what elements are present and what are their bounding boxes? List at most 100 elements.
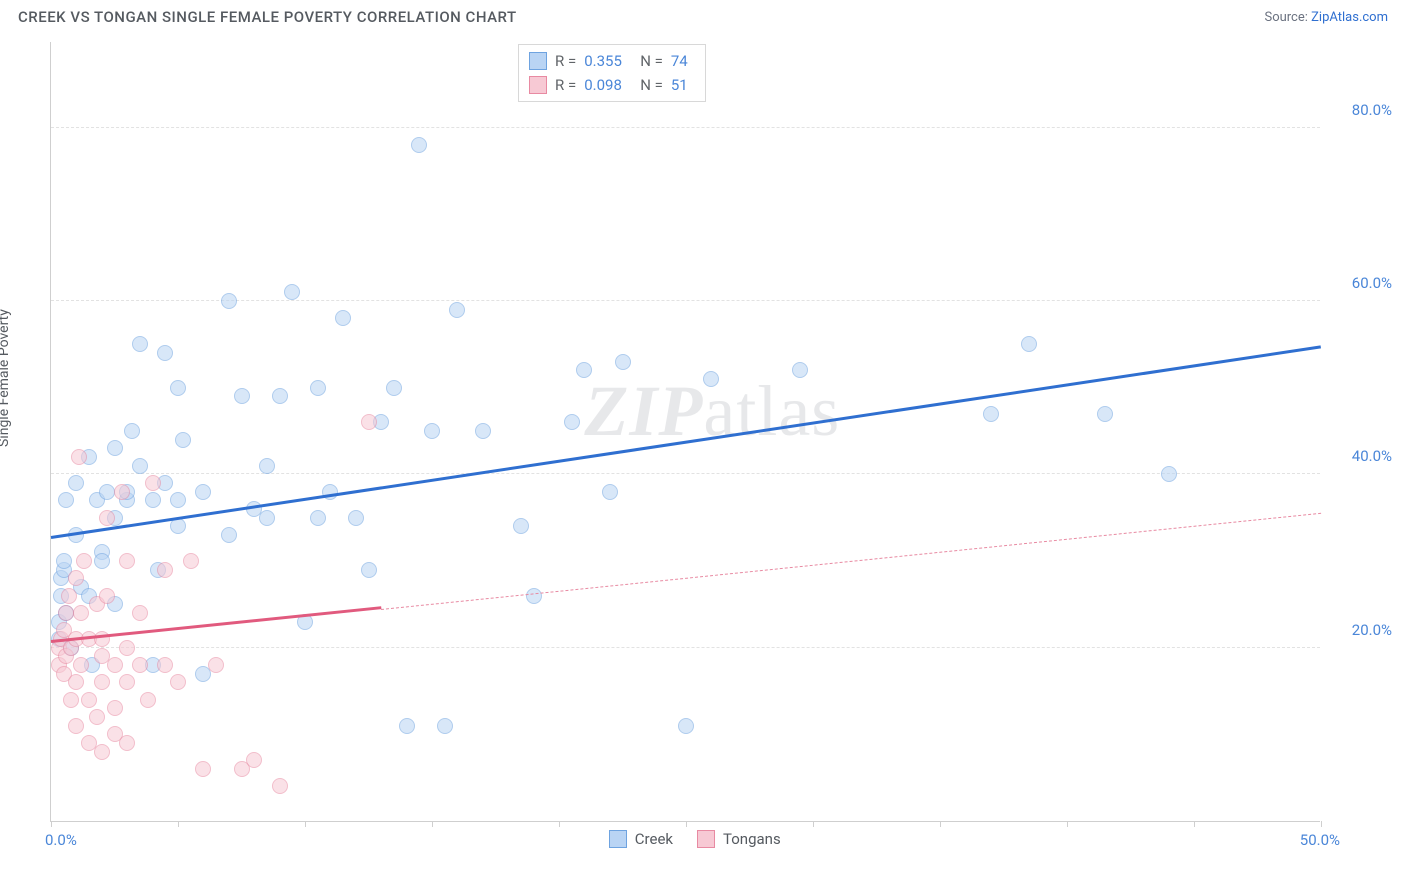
scatter-point — [259, 510, 275, 526]
scatter-point — [89, 709, 105, 725]
trend-line — [51, 607, 382, 644]
chart-area: Single Female Poverty ZIPatlas 20.0%40.0… — [0, 32, 1406, 862]
scatter-point — [68, 718, 84, 734]
legend-swatch-icon — [529, 52, 547, 70]
header: CREEK VS TONGAN SINGLE FEMALE POVERTY CO… — [0, 0, 1406, 32]
scatter-point — [310, 380, 326, 396]
x-tick-mark — [813, 821, 814, 827]
x-tick-mark — [940, 821, 941, 827]
scatter-point — [513, 518, 529, 534]
scatter-point — [386, 380, 402, 396]
legend-n-label: N = — [640, 52, 663, 70]
scatter-point — [272, 778, 288, 794]
scatter-point — [576, 362, 592, 378]
scatter-point — [119, 735, 135, 751]
scatter-point — [792, 362, 808, 378]
scatter-point — [132, 336, 148, 352]
legend-row: R = 0.098 N = 51 — [529, 73, 695, 97]
scatter-point — [195, 761, 211, 777]
x-tick-mark — [1067, 821, 1068, 827]
scatter-point — [175, 432, 191, 448]
scatter-point — [119, 553, 135, 569]
scatter-point — [170, 674, 186, 690]
x-tick-mark — [51, 821, 52, 827]
scatter-point — [99, 588, 115, 604]
chart-title: CREEK VS TONGAN SINGLE FEMALE POVERTY CO… — [18, 8, 517, 26]
source-link[interactable]: ZipAtlas.com — [1311, 10, 1388, 25]
scatter-point — [411, 137, 427, 153]
scatter-point — [615, 354, 631, 370]
gridline-h — [51, 647, 1320, 648]
scatter-point — [221, 293, 237, 309]
scatter-point — [310, 510, 326, 526]
scatter-point — [183, 553, 199, 569]
scatter-point — [114, 484, 130, 500]
scatter-point — [475, 423, 491, 439]
scatter-point — [221, 527, 237, 543]
legend-n-value: 51 — [671, 76, 695, 94]
source-prefix: Source: — [1264, 10, 1311, 25]
scatter-point — [94, 744, 110, 760]
scatter-point — [63, 692, 79, 708]
legend-swatch-icon — [529, 76, 547, 94]
x-tick-mark — [178, 821, 179, 827]
scatter-point — [124, 423, 140, 439]
legend-item: Creek — [609, 830, 673, 848]
scatter-point — [564, 414, 580, 430]
x-tick-mark — [1194, 821, 1195, 827]
legend-r-label: R = — [555, 76, 576, 94]
scatter-point — [94, 674, 110, 690]
scatter-point — [272, 388, 288, 404]
gridline-h — [51, 127, 1320, 128]
scatter-point — [348, 510, 364, 526]
scatter-point — [99, 510, 115, 526]
legend-correlation: R = 0.355 N = 74 R = 0.098 N = 51 — [518, 44, 706, 102]
scatter-point — [1161, 466, 1177, 482]
scatter-point — [132, 605, 148, 621]
legend-swatch-icon — [609, 830, 627, 848]
scatter-point — [99, 484, 115, 500]
y-tick-label: 40.0% — [1332, 447, 1392, 465]
legend-r-value: 0.098 — [584, 76, 632, 94]
scatter-point — [335, 310, 351, 326]
x-tick-label-start: 0.0% — [45, 831, 77, 849]
x-tick-mark — [559, 821, 560, 827]
scatter-point — [246, 752, 262, 768]
scatter-point — [58, 492, 74, 508]
scatter-point — [119, 640, 135, 656]
scatter-point — [361, 562, 377, 578]
scatter-point — [68, 674, 84, 690]
legend-n-label: N = — [640, 76, 663, 94]
legend-r-label: R = — [555, 52, 576, 70]
y-tick-label: 80.0% — [1332, 101, 1392, 119]
legend-item-label: Tongans — [723, 830, 781, 848]
scatter-point — [132, 458, 148, 474]
scatter-point — [195, 484, 211, 500]
scatter-point — [602, 484, 618, 500]
legend-n-value: 74 — [671, 52, 695, 70]
scatter-point — [1097, 406, 1113, 422]
scatter-point — [361, 414, 377, 430]
scatter-point — [703, 371, 719, 387]
scatter-point — [449, 302, 465, 318]
trend-line — [51, 346, 1321, 540]
scatter-point — [170, 492, 186, 508]
x-tick-mark — [1321, 821, 1322, 827]
scatter-point — [132, 657, 148, 673]
legend-swatch-icon — [697, 830, 715, 848]
x-tick-mark — [432, 821, 433, 827]
legend-r-value: 0.355 — [584, 52, 632, 70]
scatter-point — [61, 588, 77, 604]
scatter-point — [145, 492, 161, 508]
legend-item: Tongans — [697, 830, 781, 848]
scatter-point — [437, 718, 453, 734]
legend-item-label: Creek — [635, 830, 673, 848]
scatter-point — [58, 605, 74, 621]
plot-region: ZIPatlas 20.0%40.0%60.0%80.0%0.0%50.0% — [50, 42, 1320, 822]
scatter-point — [107, 657, 123, 673]
scatter-point — [56, 553, 72, 569]
x-tick-mark — [686, 821, 687, 827]
watermark-atlas: atlas — [703, 371, 840, 451]
scatter-point — [259, 458, 275, 474]
scatter-point — [157, 345, 173, 361]
